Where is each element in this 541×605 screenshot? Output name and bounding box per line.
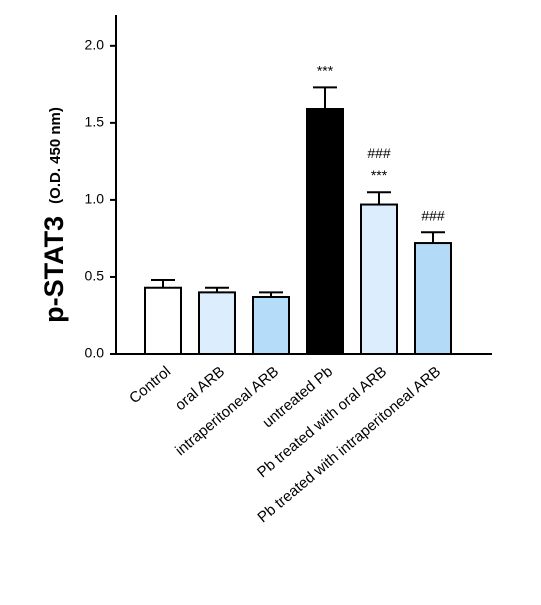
annotation: ### <box>367 145 391 161</box>
x-tick-label: intraperitoneal ARB <box>172 363 282 459</box>
y-tick-label: 1.5 <box>85 114 105 130</box>
annotation: *** <box>317 62 334 78</box>
y-tick-label: 0.5 <box>85 268 105 284</box>
y-label-main: p-STAT3 <box>39 216 69 323</box>
y-axis-label: p-STAT3 (O.D. 450 nm) <box>39 107 69 323</box>
y-label-unit: (O.D. 450 nm) <box>47 107 64 204</box>
bar <box>198 291 236 356</box>
y-tick-label: 1.0 <box>85 191 105 207</box>
bar <box>144 286 182 355</box>
y-tick-label: 0.0 <box>85 345 105 361</box>
bar <box>252 295 290 355</box>
bar <box>360 203 398 355</box>
bar <box>414 242 452 356</box>
bar <box>306 107 344 355</box>
annotation: ### <box>421 207 445 223</box>
annotation: *** <box>371 167 388 183</box>
x-tick-label: Control <box>126 363 174 407</box>
y-tick-label: 2.0 <box>85 37 105 53</box>
